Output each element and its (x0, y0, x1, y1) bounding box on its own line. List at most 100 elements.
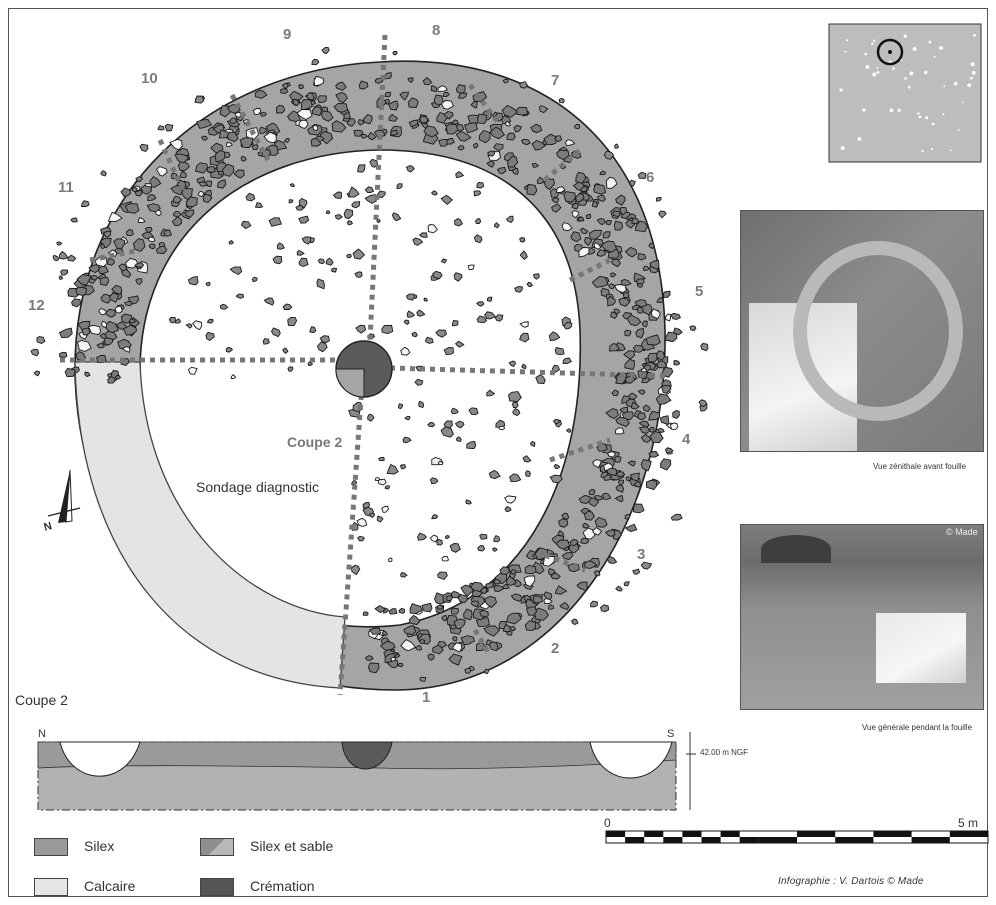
stone (577, 216, 585, 222)
stone (455, 171, 465, 178)
stone (320, 110, 334, 122)
stone (431, 513, 439, 520)
stone (240, 220, 252, 230)
stone (430, 190, 438, 196)
stone (491, 547, 498, 552)
stone (367, 131, 377, 141)
stone (673, 359, 681, 366)
stone (66, 254, 77, 262)
stone (656, 360, 668, 369)
stone (288, 199, 294, 204)
stone (262, 338, 270, 345)
stone (648, 451, 660, 458)
inset-site-dot (961, 101, 964, 104)
stone (362, 611, 369, 616)
stone (633, 480, 642, 488)
stone (554, 585, 568, 595)
legend-swatch-silex (34, 838, 68, 856)
stone (81, 327, 91, 336)
photo-zenithal-caption: Vue zénithale avant fouille (873, 462, 967, 471)
inset-site-dot (903, 34, 907, 38)
stone (618, 297, 631, 307)
stone (207, 318, 214, 324)
stone (604, 529, 616, 537)
stone (504, 120, 512, 127)
stone (616, 471, 626, 478)
stone (623, 581, 630, 587)
stone (513, 124, 522, 133)
stone (454, 340, 465, 348)
scale-bar (605, 830, 989, 844)
stone (292, 98, 300, 107)
stone (391, 212, 402, 222)
stone (479, 609, 489, 618)
stone (214, 149, 226, 163)
stone (417, 532, 428, 541)
stone (400, 346, 411, 356)
stone (602, 231, 611, 239)
stone (369, 512, 375, 519)
stone (575, 192, 585, 203)
stone (454, 217, 463, 227)
stone (369, 158, 379, 168)
stone (164, 123, 174, 132)
stone (233, 169, 245, 179)
stone (629, 472, 640, 482)
stone (596, 249, 606, 257)
stone (98, 307, 107, 316)
stone (670, 312, 682, 320)
stone (405, 165, 415, 173)
stone (619, 206, 628, 216)
inset-site-dot (876, 67, 879, 70)
inset-site-dot (865, 65, 870, 69)
stone (156, 166, 168, 177)
stone (286, 110, 301, 123)
stone (472, 142, 479, 149)
stone (52, 254, 60, 262)
stone (134, 189, 143, 197)
stone (139, 143, 149, 152)
stone (558, 97, 565, 104)
stone (583, 510, 595, 521)
stone (477, 113, 487, 124)
stone (580, 186, 588, 192)
stone (427, 653, 435, 661)
stone (416, 309, 426, 317)
stone (113, 238, 126, 250)
stone (287, 366, 294, 372)
stone (432, 644, 444, 655)
inset-site-dot (873, 39, 876, 42)
stone (135, 278, 143, 286)
stone (615, 485, 625, 493)
stone (168, 317, 176, 324)
stone (137, 217, 146, 223)
stone (650, 308, 661, 320)
stone (618, 479, 624, 486)
stone (477, 545, 486, 552)
stone (451, 320, 459, 327)
stone (549, 474, 563, 484)
stone (251, 276, 258, 283)
stone (532, 595, 544, 604)
stone (140, 185, 152, 195)
stone (427, 224, 439, 234)
stone (356, 535, 365, 542)
stone (601, 492, 612, 500)
stone (70, 217, 78, 223)
stone (298, 83, 304, 90)
stone (228, 240, 234, 245)
inset-site-dot (931, 148, 934, 151)
stone (268, 217, 282, 227)
stone (123, 301, 133, 307)
stone (637, 171, 647, 179)
stone (157, 125, 165, 131)
stone (381, 505, 390, 513)
stone (335, 92, 348, 104)
stone (555, 539, 571, 550)
stone (486, 389, 496, 397)
stone (655, 196, 662, 202)
credit-line: Infographie : V. Dartois © Made (778, 876, 924, 887)
stone (596, 194, 606, 203)
figure-frame (8, 8, 988, 897)
inset-site-dot (912, 47, 917, 51)
